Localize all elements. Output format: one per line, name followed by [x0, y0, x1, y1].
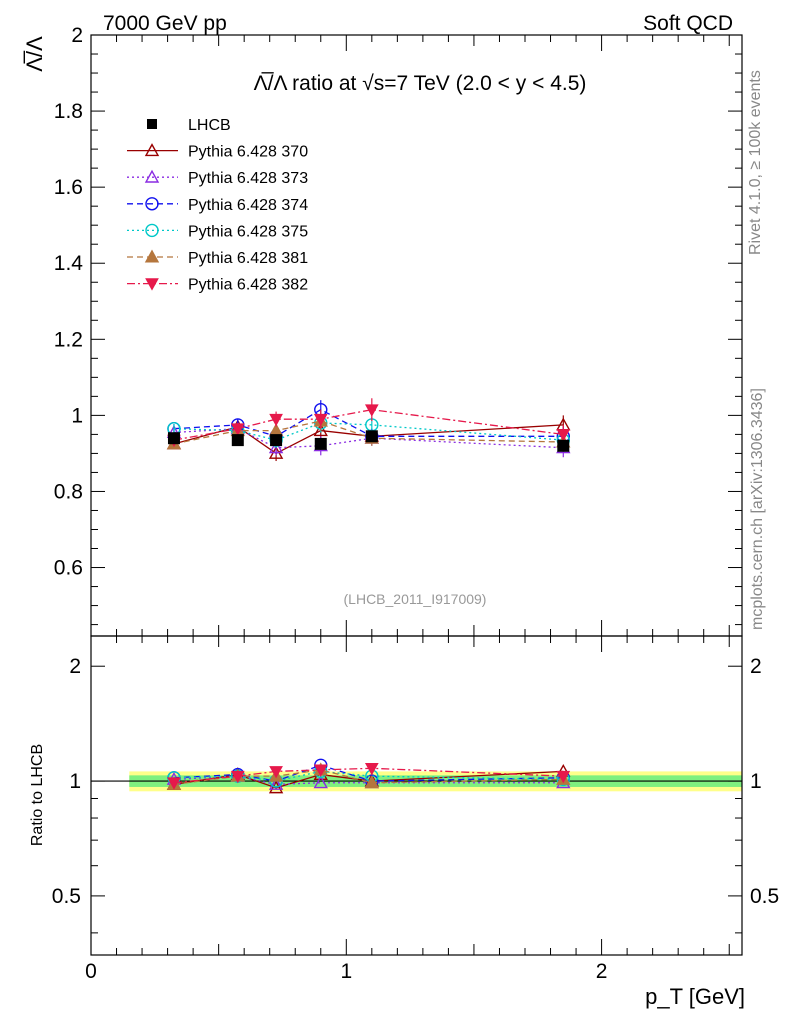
mcplots-label: mcplots.cern.ch [arXiv:1306.3436]	[749, 388, 766, 630]
series-line-pythia-6-428-381	[173, 420, 564, 445]
data-point-lhcb	[365, 430, 378, 443]
legend-marker-lhcb	[147, 119, 157, 129]
legend-label-pythia-6-428-381: Pythia 6.428 381	[188, 250, 308, 267]
main-y-tick-label: 1	[71, 404, 83, 427]
data-point-lhcb	[557, 439, 570, 452]
data-point-lhcb	[167, 432, 180, 445]
ratio-point-pythia-6-428-373	[313, 775, 328, 789]
ratio-point-pythia-6-428-382	[269, 766, 283, 779]
ratio-y-tick-label-left: 1	[69, 770, 81, 793]
ratio-y-tick-label-left: 2	[69, 655, 81, 678]
ratio-y-tick-label-right: 2	[750, 655, 762, 678]
data-point-lhcb	[270, 434, 283, 447]
ratio-line-pythia-6-428-382	[173, 767, 564, 784]
header-right: Soft QCD	[643, 12, 733, 35]
rivet-version-label: Rivet 4.1.0, ≥ 100k events	[747, 70, 764, 255]
ratio-line-pythia-6-428-374	[173, 764, 564, 782]
series-line-pythia-6-428-382	[173, 409, 564, 441]
main-y-tick-label: 1.2	[54, 328, 83, 351]
main-y-tick-label: 1.8	[54, 100, 83, 123]
data-point-lhcb	[231, 434, 244, 447]
data-point-pythia-6-428-382	[556, 429, 571, 442]
ratio-y-tick-label-left: 0.5	[52, 885, 81, 908]
ratio-line-pythia-6-428-375	[173, 770, 564, 782]
ratio-point-pythia-6-428-382	[167, 777, 181, 790]
ratio-point-pythia-6-428-370	[268, 780, 284, 794]
main-y-tick-label: 0.8	[54, 480, 83, 503]
ratio-point-pythia-6-428-382	[313, 764, 328, 777]
ratio-y-tick-label-right: 1	[750, 770, 762, 793]
series-line-pythia-6-428-370	[173, 424, 564, 455]
data-point-lhcb	[314, 437, 327, 450]
legend-marker-pythia-6-428-374	[145, 197, 159, 211]
x-tick-label: 0	[85, 960, 97, 983]
x-axis-label: p_T [GeV]	[645, 984, 745, 1009]
data-point-pythia-6-428-382	[230, 423, 245, 436]
data-point-pythia-6-428-382	[364, 404, 379, 417]
series-line-pythia-6-428-374	[173, 408, 564, 438]
legend-marker-pythia-6-428-370	[144, 143, 160, 157]
plot-title: Λ̅/Λ ratio at √s=7 TeV (2.0 < y < 4.5)	[254, 72, 587, 95]
data-point-pythia-6-428-382	[313, 413, 328, 427]
analysis-tag: (LHCB_2011_I917009)	[344, 591, 487, 607]
ratio-y-axis-label: Ratio to LHCB	[29, 744, 46, 846]
legend-label-lhcb: LHCB	[188, 117, 231, 134]
x-tick-label: 1	[340, 960, 352, 983]
x-tick-label: 2	[596, 960, 608, 983]
header-left: 7000 GeV pp	[103, 12, 227, 35]
main-y-axis-label: Λ̅/Λ	[22, 36, 47, 72]
main-y-tick-label: 1.6	[54, 176, 83, 199]
ratio-point-pythia-6-428-382	[364, 763, 379, 776]
data-point-pythia-6-428-382	[269, 413, 283, 427]
legend-marker-pythia-6-428-382	[145, 278, 159, 291]
ratio-point-pythia-6-428-382	[556, 770, 571, 784]
legend-label-pythia-6-428-375: Pythia 6.428 375	[188, 223, 308, 240]
main-y-tick-label: 0.6	[54, 557, 83, 580]
ratio-plot-frame	[90, 635, 743, 956]
main-y-tick-label: 1.4	[54, 252, 84, 275]
legend-label-pythia-6-428-382: Pythia 6.428 382	[188, 277, 308, 294]
legend-marker-pythia-6-428-381	[144, 249, 160, 263]
ratio-point-pythia-6-428-382	[230, 770, 245, 784]
ratio-point-pythia-6-428-381	[364, 775, 380, 789]
ratio-point-pythia-6-428-373	[268, 776, 284, 790]
ratio-y-tick-label-right: 0.5	[750, 885, 779, 908]
legend-marker-pythia-6-428-373	[144, 169, 160, 183]
data-point-pythia-6-428-373	[268, 440, 284, 454]
data-point-pythia-6-428-370	[313, 423, 328, 437]
legend-label-pythia-6-428-374: Pythia 6.428 374	[188, 197, 308, 214]
main-y-tick-label: 2	[71, 24, 83, 47]
legend-label-pythia-6-428-370: Pythia 6.428 370	[188, 144, 308, 161]
legend-marker-pythia-6-428-375	[145, 223, 159, 238]
ratio-line-pythia-6-428-370	[173, 770, 564, 789]
legend-label-pythia-6-428-373: Pythia 6.428 373	[188, 170, 308, 187]
